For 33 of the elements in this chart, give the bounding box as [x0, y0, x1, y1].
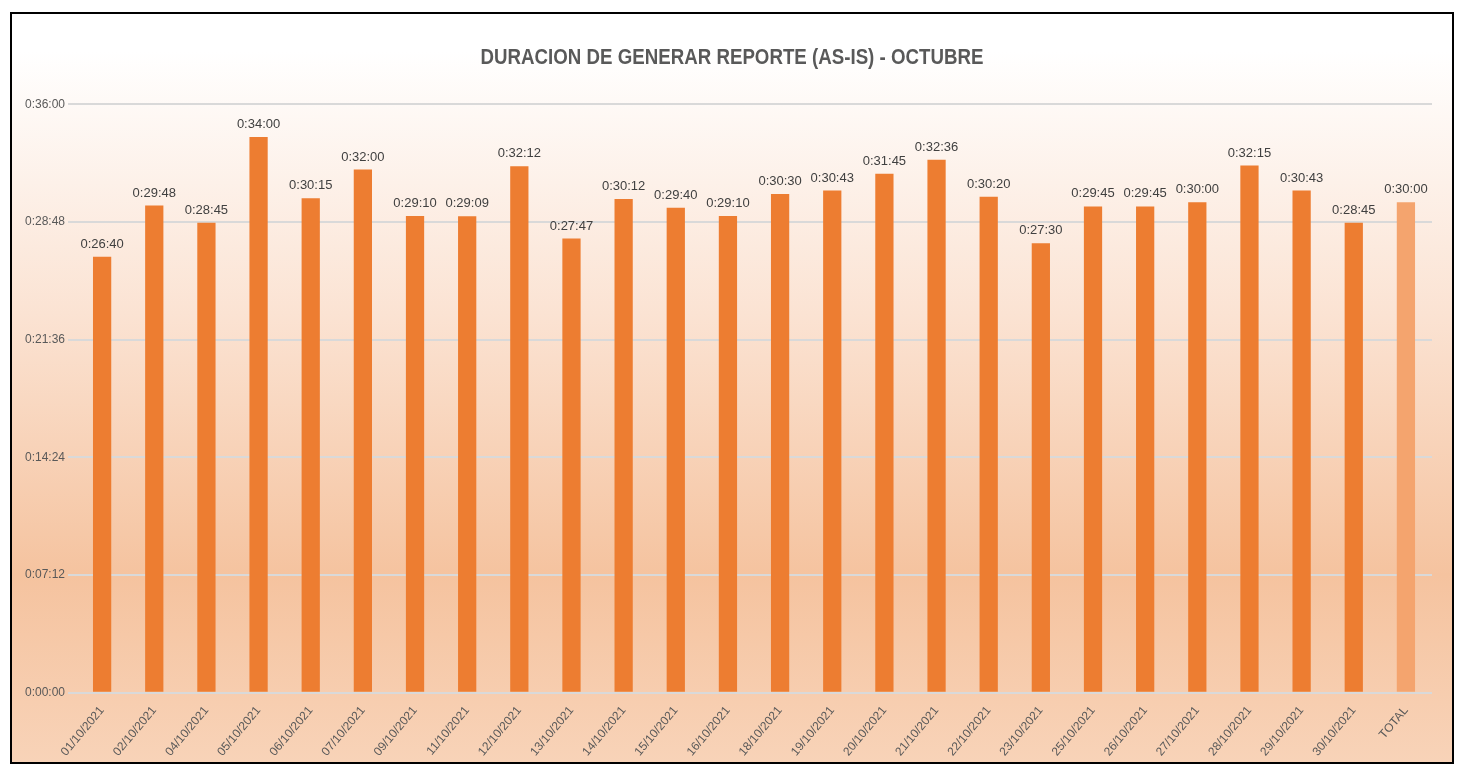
y-tick-label: 0:36:00	[24, 96, 66, 111]
data-label: 0:28:45	[184, 201, 229, 217]
data-label: 0:26:40	[80, 235, 124, 251]
data-label: 0:27:30	[1019, 222, 1063, 238]
chart-title: DURACION DE GENERAR REPORTE (AS-IS) - OCTUBRE	[479, 44, 985, 70]
data-label: 0:30:15	[289, 177, 333, 193]
data-label: 0:29:45	[1123, 185, 1167, 201]
data-label: 0:32:00	[341, 148, 385, 164]
y-tick-label: 0:00:00	[24, 685, 66, 700]
data-label: 0:29:45	[1071, 185, 1115, 201]
data-label: 0:29:09	[445, 195, 489, 211]
data-label: 0:28:45	[1332, 201, 1376, 217]
y-tick-label: 0:07:12	[24, 567, 66, 582]
data-label: 0:29:10	[706, 194, 750, 210]
data-label: 0:30:30	[758, 173, 802, 189]
data-label: 0:30:12	[601, 178, 646, 194]
data-label: 0:30:43	[1279, 169, 1324, 185]
data-label: 0:30:43	[810, 169, 854, 185]
y-tick-label: 0:21:36	[24, 331, 66, 346]
y-tick-label: 0:28:48	[24, 214, 66, 229]
data-label: 0:30:00	[1384, 181, 1428, 197]
data-label: 0:27:47	[549, 217, 594, 233]
data-label: 0:34:00	[236, 115, 281, 131]
data-label: 0:32:12	[497, 145, 542, 161]
data-label: 0:31:45	[862, 152, 907, 168]
data-label: 0:29:10	[393, 194, 437, 210]
y-tick-label: 0:14:24	[24, 449, 66, 464]
data-label: 0:32:36	[914, 138, 959, 154]
data-label: 0:32:15	[1227, 144, 1272, 160]
data-label: 0:29:40	[654, 186, 698, 202]
data-label: 0:30:20	[967, 175, 1011, 191]
data-label: 0:29:48	[132, 184, 176, 200]
data-label: 0:30:00	[1175, 181, 1219, 197]
